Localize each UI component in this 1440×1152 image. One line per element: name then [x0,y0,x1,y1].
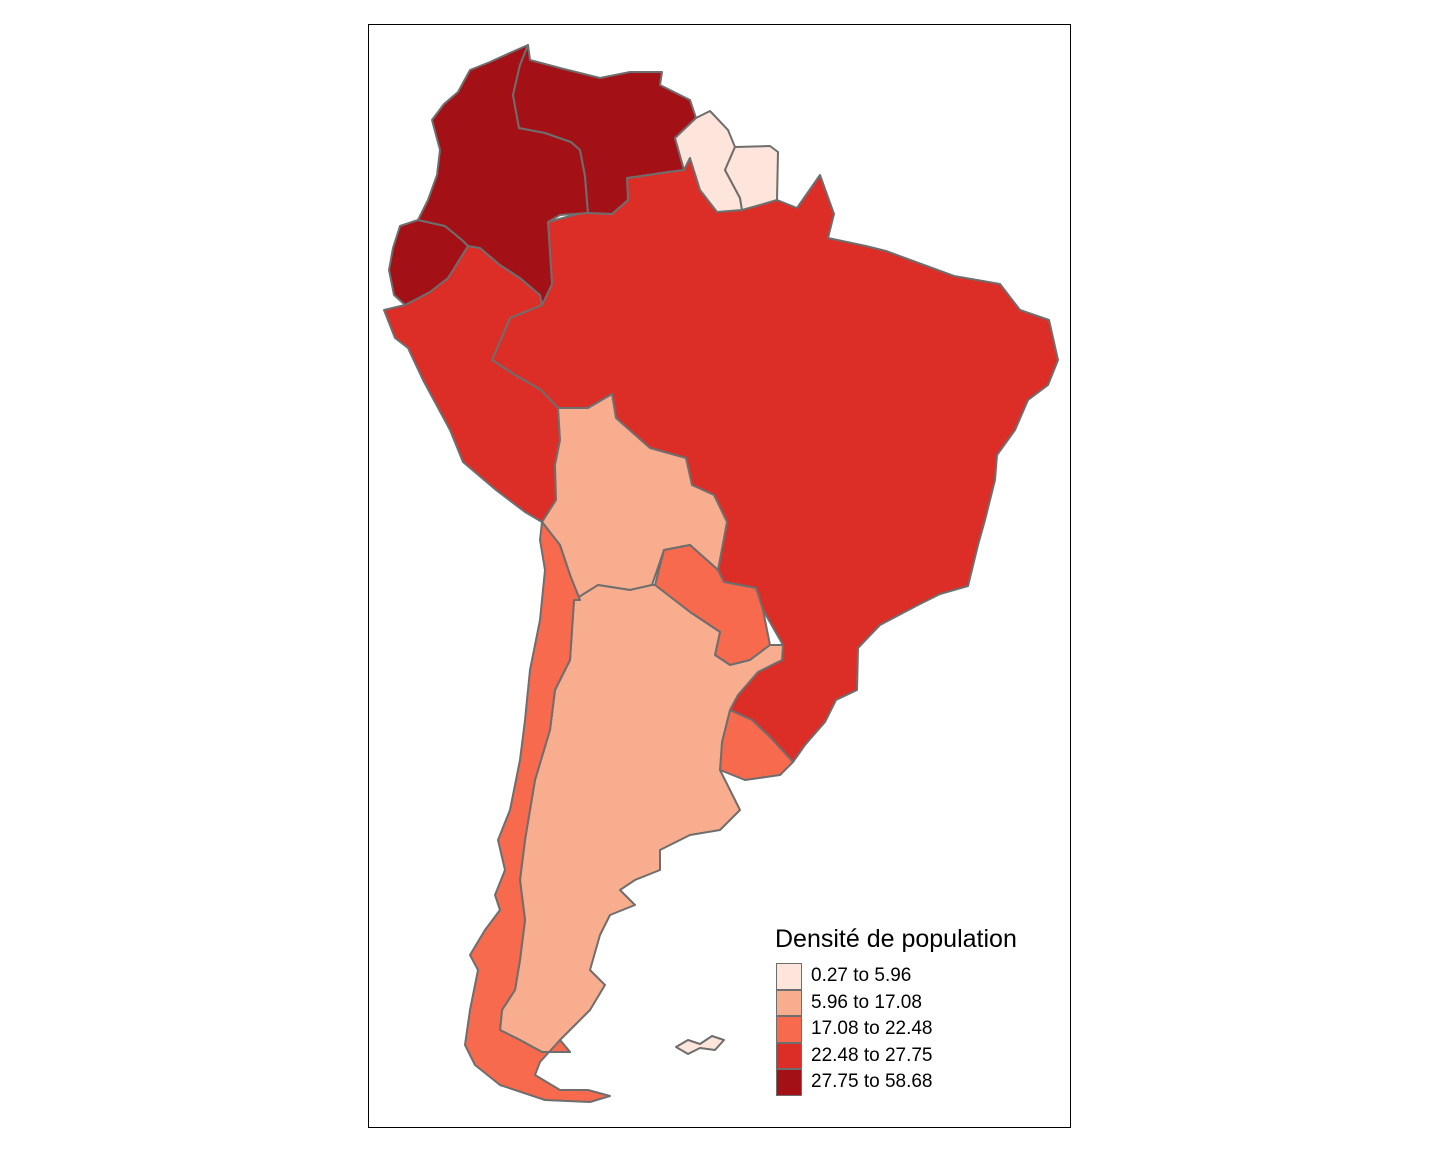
legend-item: 27.75 to 58.68 [775,1069,1017,1096]
legend-item: 5.96 to 17.08 [775,989,1017,1016]
legend-item: 17.08 to 22.48 [775,1016,1017,1043]
country-venezuela[interactable] [512,44,697,215]
legend-title: Densité de population [775,925,1017,953]
legend-swatch [776,1016,802,1043]
legend-swatch [776,1042,802,1069]
legend-label: 27.75 to 58.68 [811,1071,933,1093]
country-chile[interactable] [464,521,611,1103]
country-colombia[interactable] [417,44,589,306]
legend-swatch [776,989,802,1016]
legend-label: 0.27 to 5.96 [811,965,912,987]
legend-label: 22.48 to 27.75 [811,1044,933,1066]
legend-label: 5.96 to 17.08 [811,991,922,1013]
map-legend: Densité de population 0.27 to 5.96 5.96 … [775,925,1017,1096]
legend-swatch [776,963,802,990]
country-suriname[interactable] [724,145,779,211]
legend-item: 22.48 to 27.75 [775,1042,1017,1069]
country-falkland-islands[interactable] [675,1035,725,1055]
legend-swatch [776,1069,802,1096]
legend-label: 17.08 to 22.48 [811,1018,933,1040]
legend-item: 0.27 to 5.96 [775,963,1017,990]
